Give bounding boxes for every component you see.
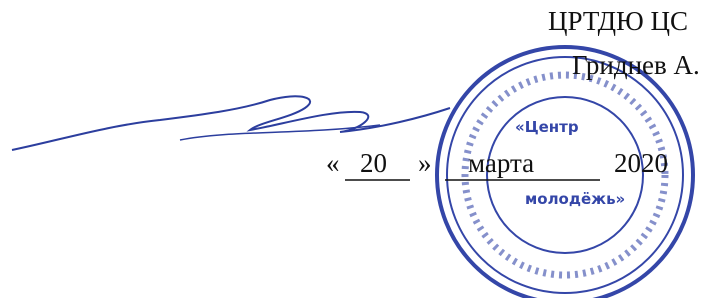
open-quote: «: [326, 150, 340, 177]
stamp-text: молодёжь»: [525, 190, 625, 208]
organization: ЦРТДЮ ЦС: [548, 8, 688, 35]
stamp-text: «Центр: [515, 118, 579, 136]
signature-stroke: [180, 125, 380, 140]
page: ЦРТДЮ ЦС Гриднев А. « 20 » марта 2020 «Ц…: [0, 0, 723, 298]
year: 2020: [614, 150, 668, 177]
signature: [12, 96, 450, 150]
director: Гриднев А.: [572, 52, 700, 79]
day: 20: [360, 150, 387, 177]
close-quote: »: [418, 150, 432, 177]
month: марта: [468, 150, 534, 177]
